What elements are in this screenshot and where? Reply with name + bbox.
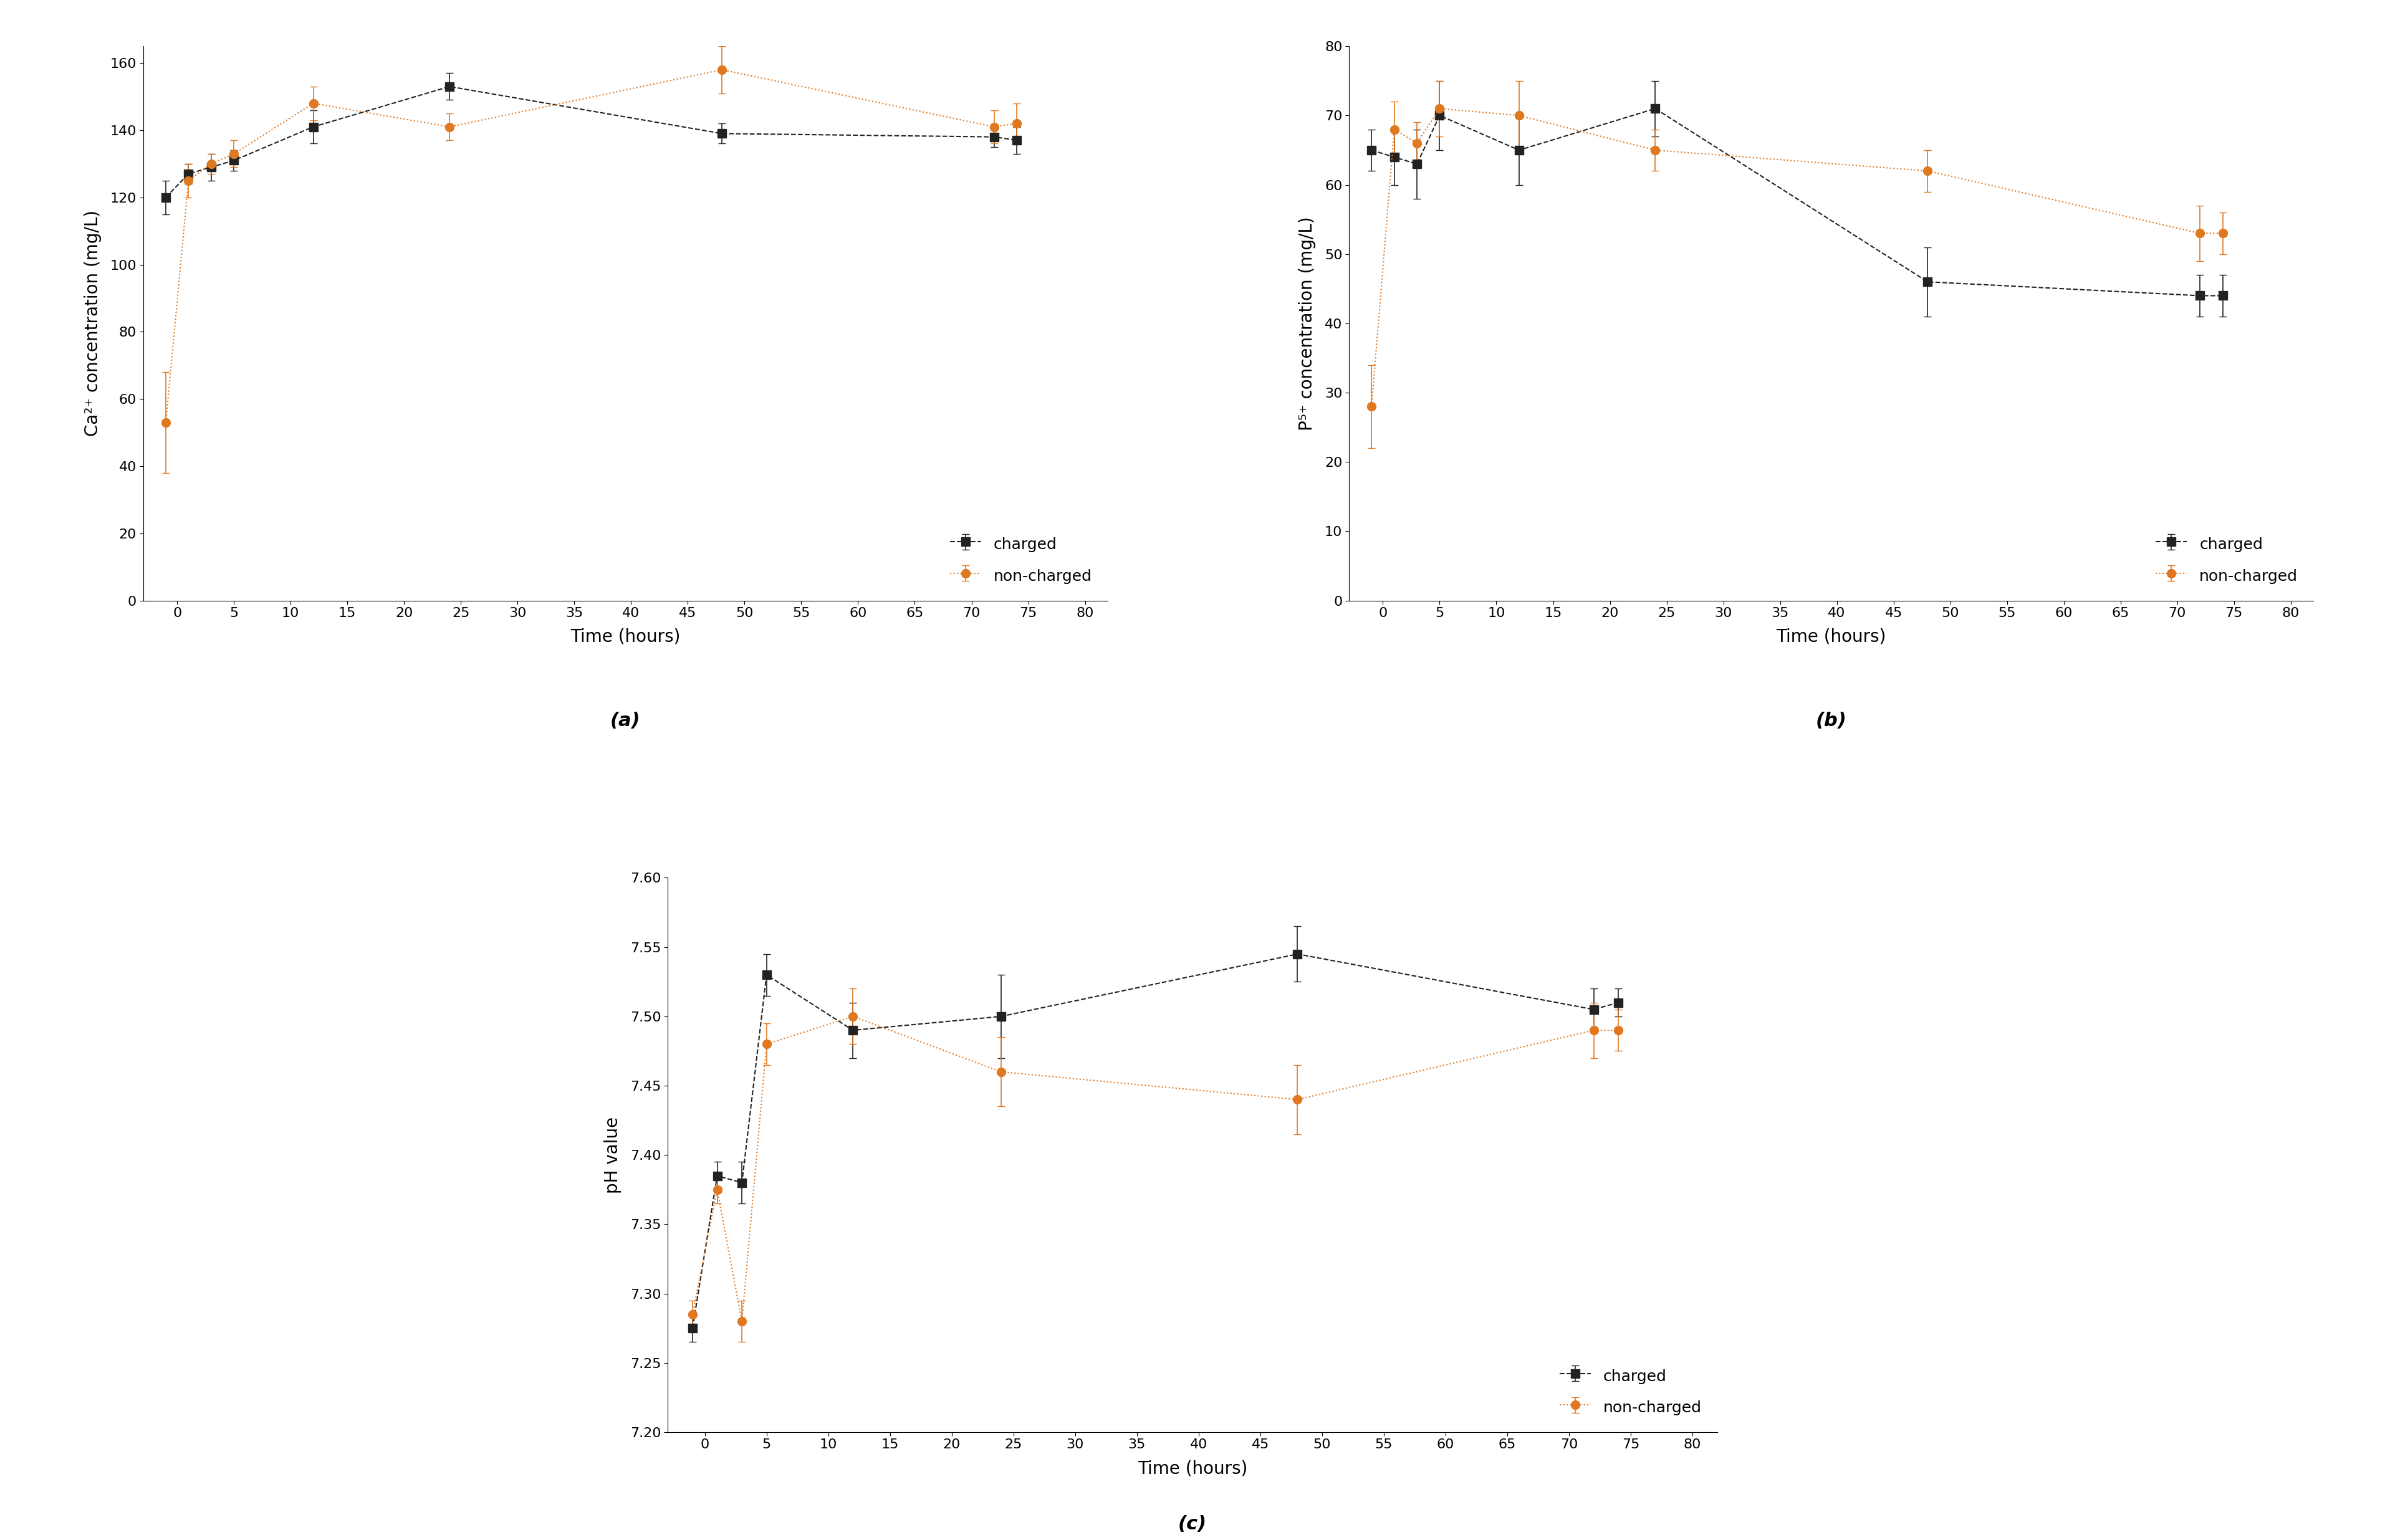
Text: (a): (a) — [611, 711, 642, 730]
X-axis label: Time (hours): Time (hours) — [1138, 1460, 1247, 1477]
Text: (c): (c) — [1178, 1515, 1207, 1534]
Text: (b): (b) — [1815, 711, 1846, 730]
Legend: charged, non-charged: charged, non-charged — [2149, 527, 2306, 593]
Y-axis label: P⁵⁺ concentration (mg/L): P⁵⁺ concentration (mg/L) — [1297, 216, 1317, 431]
Legend: charged, non-charged: charged, non-charged — [942, 527, 1099, 593]
X-axis label: Time (hours): Time (hours) — [570, 628, 680, 645]
X-axis label: Time (hours): Time (hours) — [1777, 628, 1887, 645]
Legend: charged, non-charged: charged, non-charged — [1553, 1358, 1710, 1425]
Y-axis label: pH value: pH value — [603, 1116, 622, 1194]
Y-axis label: Ca²⁺ concentration (mg/L): Ca²⁺ concentration (mg/L) — [83, 211, 103, 436]
